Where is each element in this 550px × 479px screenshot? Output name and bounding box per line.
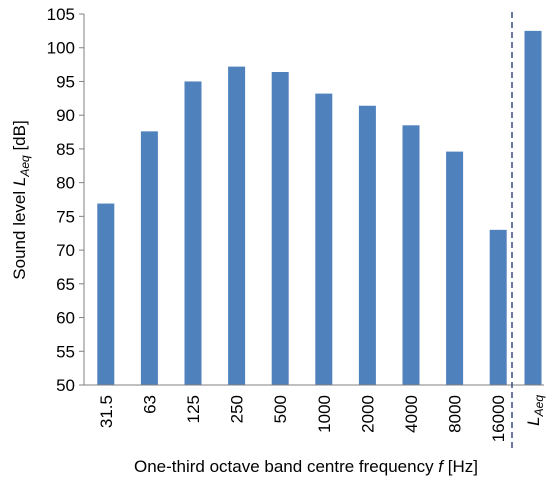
x-axis-title: One-third octave band centre frequency f… [134, 457, 478, 476]
y-tick-label: 80 [56, 174, 75, 193]
bar [358, 105, 376, 385]
y-tick-label: 75 [56, 207, 75, 226]
summary-bar-laeq [524, 30, 542, 385]
y-axis-title: Sound level LAeq [dB] [10, 120, 32, 279]
x-tick-label: 500 [271, 395, 290, 423]
y-tick-label: 95 [56, 72, 75, 91]
y-tick-label: 85 [56, 140, 75, 159]
x-axis-ticks: 31.5 63 125 250 500 1000 2000 4000 8000 16000 LAeq [97, 395, 546, 443]
y-tick-label: 65 [56, 275, 75, 294]
summary-tick-label: LAeq [524, 395, 546, 426]
x-tick-label: 8000 [446, 395, 465, 433]
x-tick-label: 63 [140, 395, 159, 414]
y-tick-label: 105 [47, 5, 75, 24]
bar [184, 81, 202, 386]
bar [402, 125, 420, 386]
bar [271, 72, 289, 385]
bar [97, 203, 115, 385]
y-tick-label: 60 [56, 309, 75, 328]
y-tick-label: 55 [56, 342, 75, 361]
y-tick-label: 100 [47, 39, 75, 58]
x-tick-label: 2000 [358, 395, 377, 433]
y-tick-label: 50 [56, 376, 75, 395]
bars [97, 30, 542, 386]
x-tick-label: 1000 [315, 395, 334, 433]
x-tick-label: 250 [228, 395, 247, 423]
x-tick-label: 4000 [402, 395, 421, 433]
x-tick-label: 31.5 [97, 395, 116, 428]
y-axis-ticks: 50 55 60 65 70 75 80 85 90 95 100 105 [47, 5, 84, 395]
x-tick-label: 16000 [489, 395, 508, 442]
bar [489, 229, 507, 385]
bar [315, 93, 333, 385]
y-tick-label: 70 [56, 241, 75, 260]
y-tick-label: 90 [56, 106, 75, 125]
bar [228, 66, 246, 385]
bar [140, 131, 158, 385]
bar [446, 151, 464, 385]
x-tick-label: 125 [184, 395, 203, 423]
